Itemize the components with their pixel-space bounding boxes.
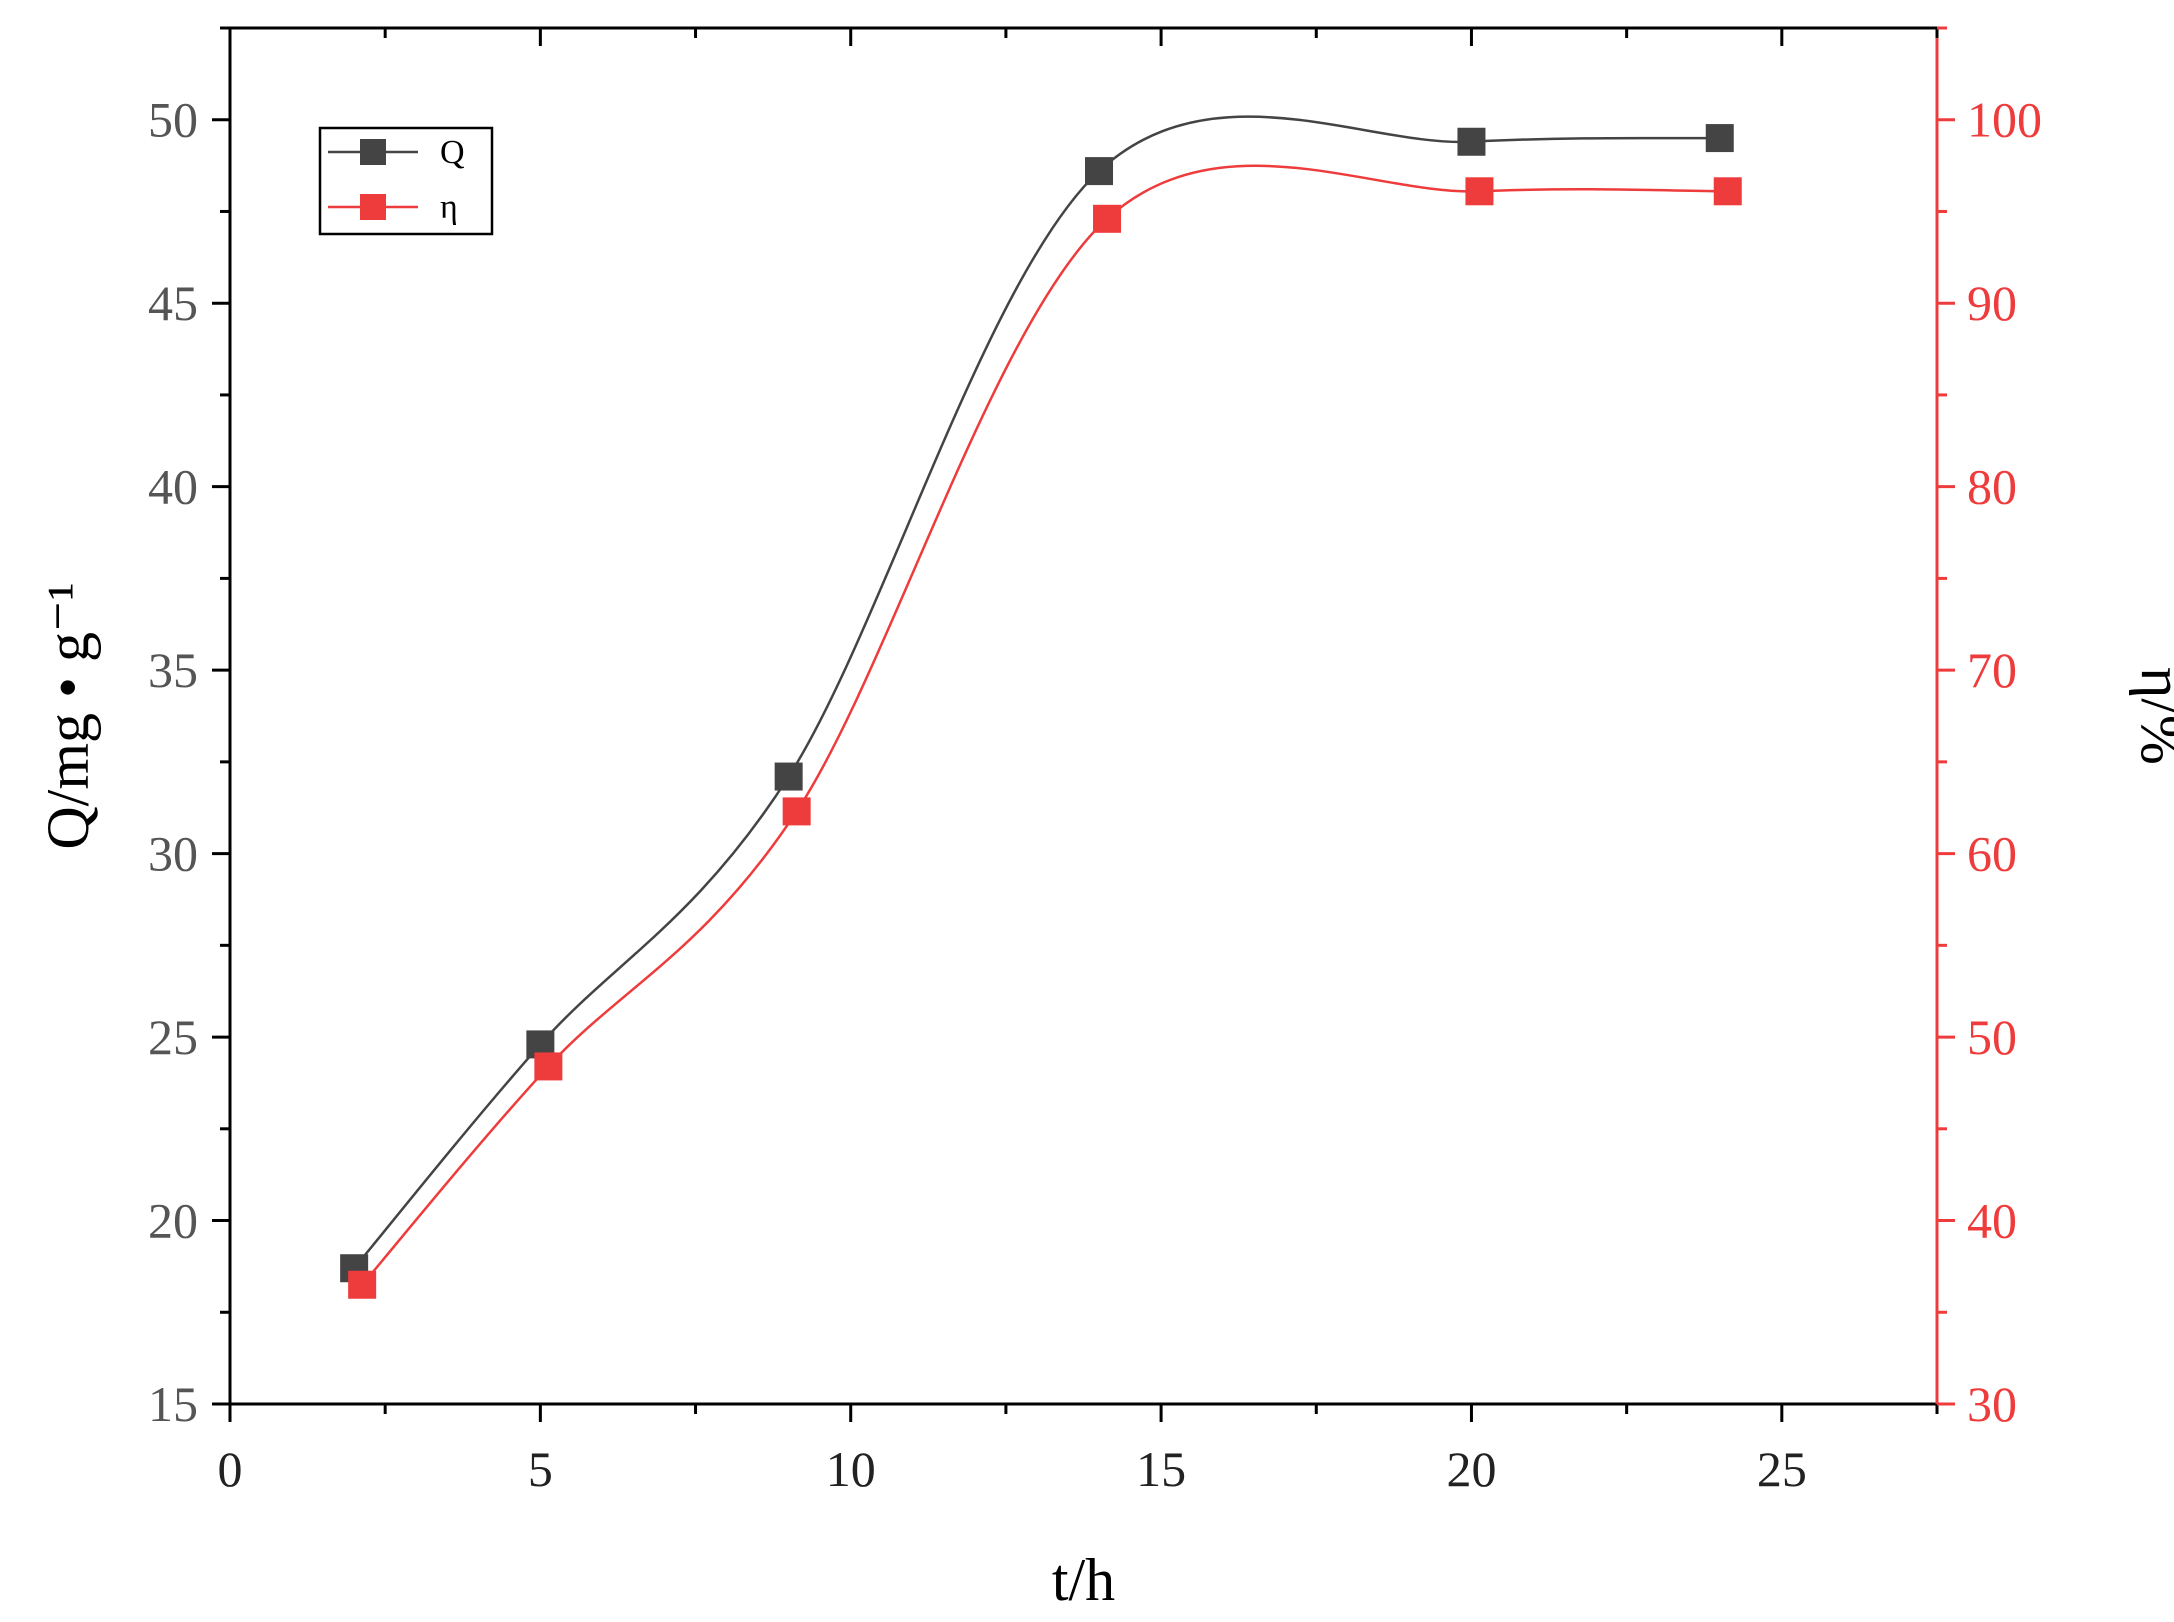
legend-marker <box>360 194 386 220</box>
y-left-tick-label: 35 <box>148 642 198 698</box>
series-line-q <box>353 115 1720 1270</box>
data-point-eta <box>534 1052 563 1081</box>
data-point-eta <box>1713 177 1742 206</box>
x-tick-label: 0 <box>218 1441 243 1497</box>
x-tick-label: 20 <box>1446 1441 1496 1497</box>
x-tick-label: 10 <box>826 1441 876 1497</box>
y-left-tick-label: 25 <box>148 1009 198 1065</box>
y-left-tick-label: 45 <box>148 275 198 331</box>
y-right-tick-label: 50 <box>1967 1009 2017 1065</box>
legend-box <box>318 126 494 236</box>
y-right-tick-label: 80 <box>1967 459 2017 515</box>
x-tick-label: 5 <box>528 1441 553 1497</box>
legend-label: Q <box>440 134 465 171</box>
y-left-tick-label: 30 <box>148 826 198 882</box>
y-left-tick-label: 15 <box>148 1376 198 1432</box>
data-point-q <box>1457 127 1486 156</box>
x-axis-title: t/h <box>1052 1547 1115 1613</box>
y-left-tick-label: 20 <box>148 1193 198 1249</box>
data-point-q <box>1705 124 1734 153</box>
x-tick-label: 15 <box>1136 1441 1186 1497</box>
data-point-eta <box>348 1270 377 1299</box>
y-left-tick-label: 40 <box>148 459 198 515</box>
data-point-q <box>1085 157 1114 186</box>
legend-marker <box>360 139 386 165</box>
y-right-tick-label: 70 <box>1967 642 2017 698</box>
data-point-eta <box>782 797 811 826</box>
y-left-axis-title: Q/mg • g⁻¹ <box>35 582 101 849</box>
y-right-axis-title: η/% <box>2129 667 2174 765</box>
series-line-eta <box>361 164 1728 1286</box>
y-right-tick-label: 30 <box>1967 1376 2017 1432</box>
data-point-eta <box>1093 204 1122 233</box>
data-point-eta <box>1465 177 1494 206</box>
y-right-tick-label: 60 <box>1967 826 2017 882</box>
x-tick-label: 25 <box>1757 1441 1807 1497</box>
legend-label: η <box>440 189 458 226</box>
data-point-q <box>774 762 803 791</box>
y-left-tick-label: 50 <box>148 92 198 148</box>
y-right-tick-label: 90 <box>1967 275 2017 331</box>
y-right-tick-label: 40 <box>1967 1193 2017 1249</box>
y-right-tick-label: 100 <box>1967 92 2042 148</box>
